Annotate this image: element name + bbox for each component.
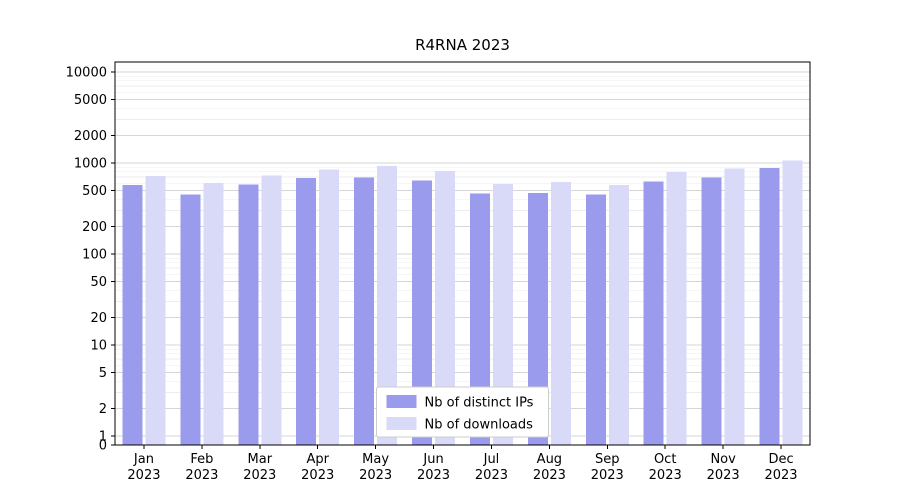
x-tick-label: Jan 2023 bbox=[127, 452, 160, 483]
bar bbox=[469, 193, 490, 445]
bar bbox=[527, 192, 548, 445]
x-tick-label: Mar 2023 bbox=[243, 452, 276, 483]
bar bbox=[492, 183, 513, 445]
bar bbox=[435, 170, 456, 445]
bar bbox=[643, 181, 664, 445]
y-tick-label: 0 bbox=[99, 439, 107, 454]
x-tick-label: Aug 2023 bbox=[533, 452, 566, 483]
bar bbox=[296, 178, 317, 445]
bar bbox=[701, 177, 722, 445]
series-1 bbox=[145, 160, 803, 446]
y-tick-label: 200 bbox=[82, 220, 107, 235]
bar bbox=[238, 184, 259, 445]
bar bbox=[354, 177, 375, 445]
y-tick-label: 20 bbox=[90, 311, 107, 326]
x-tick-label: Nov 2023 bbox=[707, 452, 740, 483]
bar bbox=[122, 185, 143, 445]
bar bbox=[608, 185, 629, 445]
x-tick-label: Oct 2023 bbox=[649, 452, 682, 483]
bar bbox=[319, 169, 340, 445]
legend-label: Nb of distinct IPs bbox=[425, 396, 534, 411]
x-tick-label: Dec 2023 bbox=[764, 452, 797, 483]
bar bbox=[585, 194, 606, 445]
y-tick-label: 2 bbox=[99, 402, 107, 417]
bar bbox=[145, 175, 166, 446]
y-tick-label: 100 bbox=[82, 248, 107, 263]
legend-box bbox=[376, 386, 549, 438]
y-tick-label: 50 bbox=[90, 275, 107, 290]
legend: Nb of distinct IPs Nb of downloads bbox=[376, 386, 549, 438]
bar bbox=[550, 181, 571, 446]
chart-title: R4RNA 2023 bbox=[415, 36, 510, 54]
y-tick-label: 500 bbox=[82, 184, 107, 199]
y-tick-label: 1000 bbox=[74, 157, 107, 172]
x-axis: Jan 2023 Feb 2023 Mar 2023 Apr 2023 May 2023 Jun 20… bbox=[127, 445, 798, 483]
bar bbox=[377, 165, 398, 446]
bar bbox=[724, 168, 745, 445]
y-tick-label: 5 bbox=[99, 366, 107, 381]
y-axis: 01 2 5 10 20 50 100 200 500 1000 2000 5000 10000 bbox=[66, 66, 115, 454]
x-tick-label: Sep 2023 bbox=[591, 452, 624, 483]
y-tick-label: 10 bbox=[90, 339, 107, 354]
bar bbox=[782, 160, 803, 446]
x-tick-label: Apr 2023 bbox=[301, 452, 334, 483]
legend-label: Nb of downloads bbox=[425, 418, 534, 433]
y-tick-label: 5000 bbox=[74, 93, 107, 108]
bar bbox=[666, 171, 687, 445]
legend-swatch bbox=[386, 417, 417, 430]
x-tick-label: Jul 2023 bbox=[475, 452, 508, 483]
bar bbox=[203, 183, 224, 445]
bar bbox=[180, 194, 201, 445]
x-tick-label: Feb 2023 bbox=[185, 452, 218, 483]
bar bbox=[261, 175, 282, 445]
bar bbox=[759, 168, 780, 446]
y-tick-label: 1 bbox=[99, 430, 107, 445]
y-tick-label: 10000 bbox=[66, 66, 107, 81]
legend-swatch bbox=[386, 395, 417, 408]
series-0 bbox=[122, 168, 780, 446]
bar bbox=[412, 180, 433, 445]
x-tick-label: May 2023 bbox=[359, 452, 392, 483]
y-tick-label: 2000 bbox=[74, 129, 107, 144]
x-tick-label: Jun 2023 bbox=[417, 452, 450, 483]
